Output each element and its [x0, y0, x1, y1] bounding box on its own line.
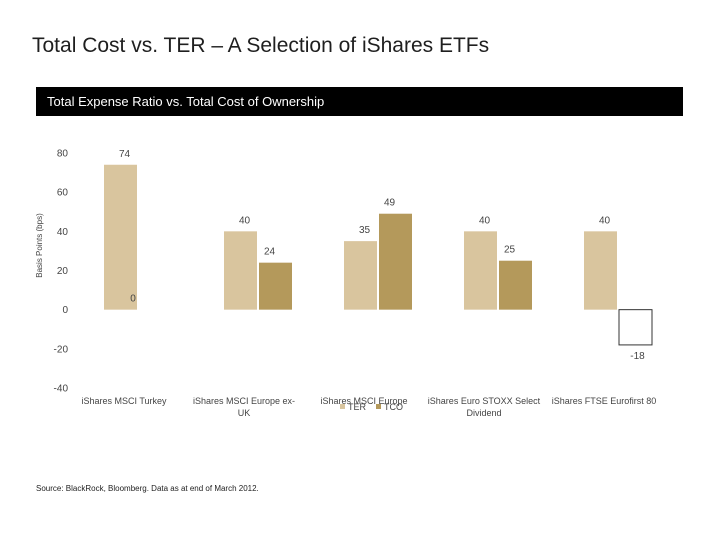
- value-label-ter: 40: [239, 215, 251, 226]
- chart-title: Total Expense Ratio vs. Total Cost of Ow…: [36, 87, 683, 116]
- legend: TER TCO: [340, 402, 403, 412]
- category-labels: iShares MSCI Turkey iShares MSCI Europe e…: [81, 396, 656, 418]
- value-label-tco: 0: [130, 294, 136, 305]
- y-axis-title: Basis Points (bps): [35, 213, 44, 278]
- value-label-ter: 40: [599, 215, 611, 226]
- category-label: iShares MSCI Europe ex-UK: [193, 396, 295, 418]
- slide-title: Total Cost vs. TER – A Selection of iSha…: [32, 34, 490, 57]
- value-label-tco: 49: [384, 198, 396, 209]
- source-note: Source: BlackRock, Bloomberg. Data as at…: [36, 484, 259, 493]
- value-labels: 74 40 35 40 40 0 24 49 25 -18: [119, 149, 645, 362]
- y-tick-label: 60: [57, 188, 69, 199]
- bar-ter: [224, 231, 257, 310]
- category-label: iShares Euro STOXX Select Dividend: [428, 396, 541, 418]
- value-label-ter: 74: [119, 149, 131, 160]
- value-label-ter: 40: [479, 215, 491, 226]
- value-label-tco: 24: [264, 247, 276, 258]
- bar-ter: [464, 231, 497, 310]
- bar-tco: [618, 309, 653, 346]
- category-label: iShares MSCI Turkey: [81, 396, 167, 406]
- legend-swatch-tco: [376, 404, 381, 409]
- y-tick-label: 0: [62, 305, 68, 316]
- bar-tco: [499, 260, 532, 310]
- value-label-tco: 25: [504, 245, 516, 256]
- value-label-ter: 35: [359, 225, 371, 236]
- bar-tco: [259, 262, 292, 310]
- legend-label-tco: TCO: [384, 402, 403, 412]
- y-tick-label: 40: [57, 227, 69, 238]
- bar-ter: [344, 241, 377, 310]
- bar-ter: [104, 164, 137, 310]
- legend-label-ter: TER: [348, 402, 367, 412]
- value-label-tco: -18: [630, 351, 645, 362]
- bar-ter: [584, 231, 617, 310]
- y-tick-label: 20: [57, 266, 69, 277]
- y-tick-label: -20: [54, 344, 69, 355]
- legend-swatch-ter: [340, 404, 345, 409]
- y-tick-label: -40: [54, 384, 69, 395]
- bar-tco: [379, 213, 412, 310]
- category-label: iShares MSCI Europe: [320, 396, 407, 406]
- bars: [104, 164, 653, 346]
- category-label: iShares FTSE Eurofirst 80: [552, 396, 657, 406]
- y-tick-label: 80: [57, 149, 69, 160]
- y-axis: 80 60 40 20 0 -20 -40 Basis Points (bps): [35, 149, 68, 395]
